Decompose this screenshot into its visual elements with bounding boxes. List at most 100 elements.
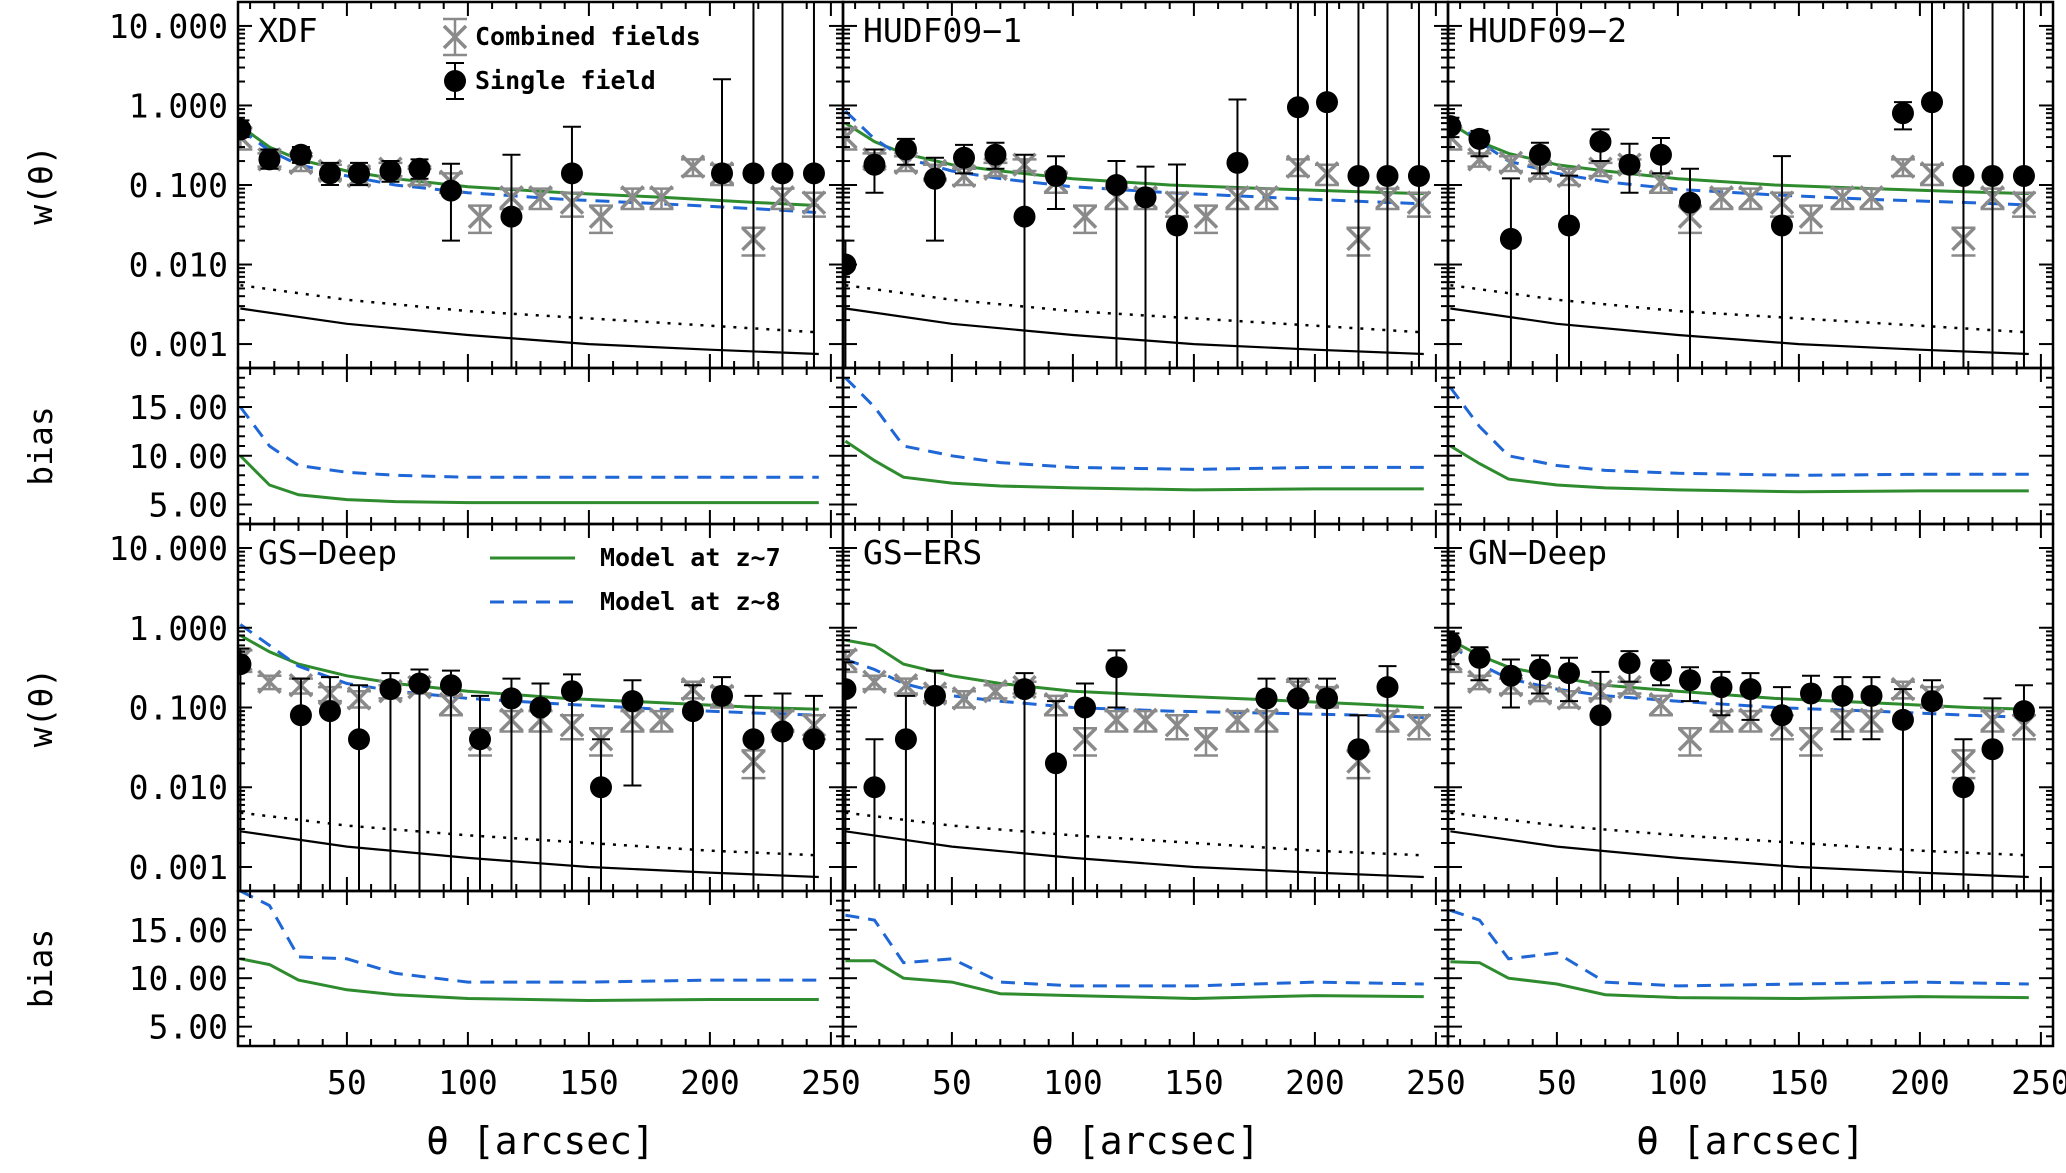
model-z8-line (239, 623, 819, 717)
single-field-point (742, 2, 765, 368)
combined-point (1648, 691, 1674, 717)
panel-title: GS−ERS (863, 533, 982, 572)
dotted-reference-line (240, 283, 819, 334)
panel-1: XDF 10.000 1.000 0.100 0.010 0.001 15.00 10.00 5… (21, 0, 845, 526)
bias-frame (1446, 366, 2055, 526)
combined-point (649, 707, 674, 733)
y-tick-label: 0.010 (129, 768, 228, 807)
single-field-point (2012, 684, 2035, 891)
combined-point (1467, 147, 1492, 172)
model-z8-line (1449, 644, 2029, 719)
w-theta-plot (238, 2, 827, 368)
single-field-point (1105, 160, 1128, 368)
single-field-point (802, 694, 825, 891)
solid-reference-line (1450, 307, 2029, 356)
x-tick-label: 200 (1890, 1063, 1950, 1102)
single-field-point (1468, 646, 1491, 682)
combined-point (1738, 185, 1763, 211)
combined-point (1193, 726, 1219, 757)
single-field-point (711, 78, 733, 368)
single-field-point (1891, 101, 1914, 131)
combined-point (1830, 185, 1855, 211)
combined-point (1890, 154, 1916, 179)
y-tick-label: 1.000 (129, 609, 228, 648)
single-field-point (238, 647, 252, 891)
bias-plot (239, 406, 819, 505)
single-field-point (590, 738, 612, 891)
combined-point (893, 673, 919, 698)
single-field-point (1589, 128, 1612, 163)
combined-point (1193, 204, 1219, 235)
single-field-point (1316, 2, 1338, 368)
y-tick-label: 0.100 (129, 166, 228, 205)
legend-markers: Combined fields Single field (442, 17, 701, 100)
single-field-point (711, 676, 733, 891)
x-tick-label: 250 (2011, 1063, 2066, 1102)
single-field-point (1448, 631, 1462, 666)
model-z8-line (844, 110, 1424, 206)
single-field-point (500, 677, 523, 891)
bias-frame (236, 366, 845, 526)
single-field-point (529, 682, 552, 891)
dotted-reference-line (240, 811, 819, 857)
bias-tick-label: 15.00 (129, 388, 228, 427)
single-field-point (289, 143, 312, 166)
solid-reference-line (240, 307, 819, 356)
y-tick-label: 10.000 (109, 529, 228, 568)
bias-model-z8-line (844, 376, 1424, 471)
panel-title: GS−Deep (258, 533, 397, 572)
bias-frame (1446, 889, 2055, 1048)
single-field-point (439, 162, 462, 242)
y-axis-label: w(θ) (21, 668, 60, 747)
single-field-point (379, 672, 402, 891)
bias-model-z8-line (1449, 386, 2029, 477)
x-tick-label: 150 (1164, 1063, 1224, 1102)
single-field-point (348, 684, 370, 891)
combined-point (467, 204, 493, 235)
single-field-point (1618, 650, 1641, 683)
single-field-point (348, 161, 370, 186)
model-z7-line (845, 638, 1424, 709)
model-z8-line (844, 658, 1424, 719)
single-field-point (1679, 666, 1701, 703)
bias-plot (845, 913, 1424, 1001)
single-field-point (1074, 682, 1096, 891)
combined-point (1104, 707, 1129, 733)
single-field-point (1710, 670, 1733, 717)
combined-point (1677, 726, 1703, 757)
model-z7-line (239, 124, 819, 208)
dotted-reference-line (1450, 811, 2029, 857)
w-theta-plot (1448, 631, 2037, 891)
single-field-point (984, 141, 1007, 170)
single-field-point (439, 669, 462, 891)
bias-model-z8-line (239, 891, 819, 984)
single-field-point (1226, 98, 1249, 368)
y-tick-label: 0.100 (129, 689, 228, 728)
w-theta-plot (843, 2, 1432, 368)
single-field-point (560, 673, 583, 891)
x-tick-label: 250 (1406, 1063, 1466, 1102)
x-tick-label: 50 (327, 1063, 367, 1102)
combined-point (620, 185, 645, 211)
dotted-reference-line (845, 283, 1424, 334)
bias-tick-label: 5.00 (149, 486, 228, 525)
bias-model-z8-line (239, 406, 819, 479)
single-field-point (1891, 688, 1914, 891)
single-field-point (1499, 177, 1522, 368)
single-field-point (843, 239, 857, 368)
single-field-point (863, 738, 886, 891)
legend-label-combined: Combined fields (475, 22, 701, 51)
single-field-point (560, 125, 583, 368)
single-field-point (894, 694, 917, 891)
combined-point (951, 686, 977, 711)
single-field-point (1376, 665, 1399, 891)
x-tick-label: 200 (680, 1063, 740, 1102)
single-field-point (408, 668, 431, 891)
w-theta-plot (238, 623, 827, 891)
panel-3: HUDF09−2 (1446, 0, 2055, 526)
combined-point (588, 204, 614, 235)
legend-label-model8: Model at z~8 (600, 587, 781, 616)
model-z7-line (239, 634, 819, 711)
single-field-point (318, 676, 341, 891)
single-field-point (1407, 2, 1430, 368)
